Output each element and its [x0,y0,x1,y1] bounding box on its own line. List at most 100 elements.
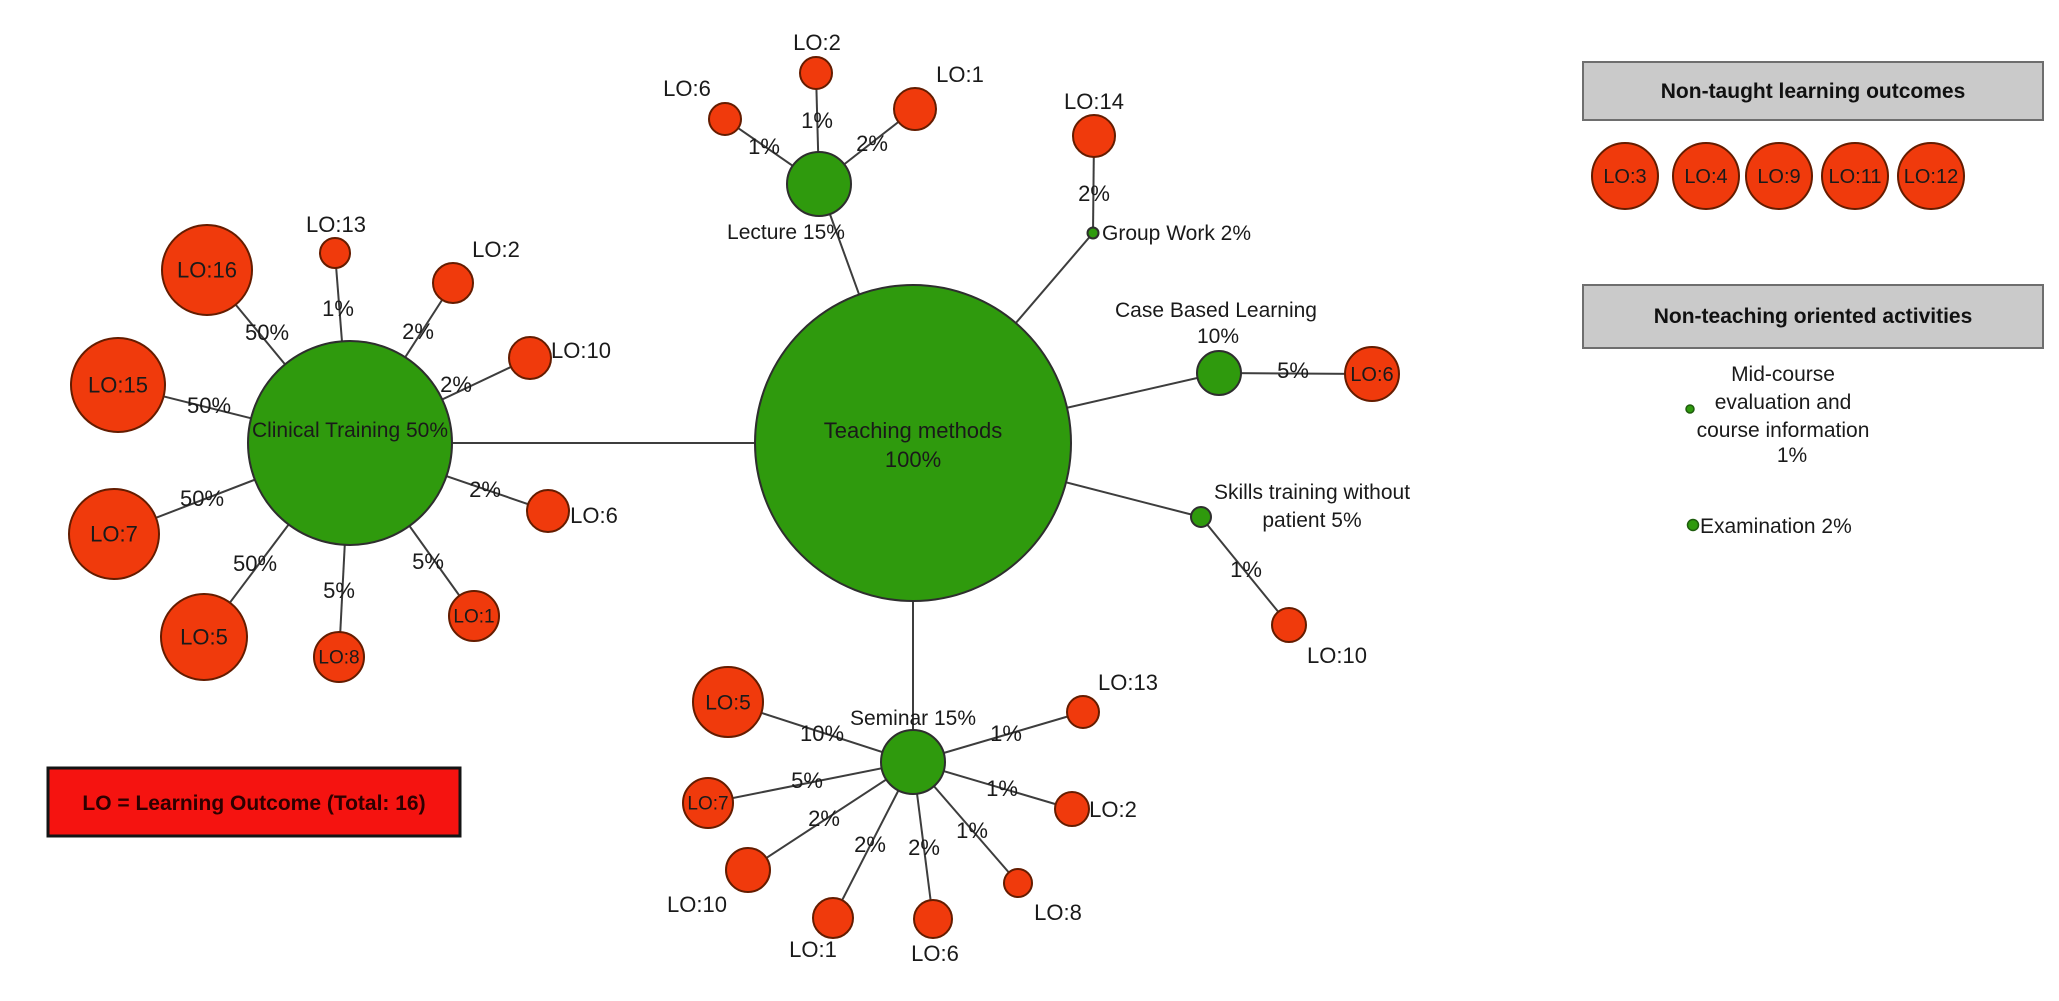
examination: Examination 2% [1686,515,1852,538]
lec_lo6-circle [708,102,742,136]
case_based-label-0: Case Based Learning [1115,299,1317,322]
ct_lo2-circle [432,262,474,304]
ct_lo6-circle [526,489,570,533]
lecture-circle [786,151,852,217]
mid-course-evaluation-line-2: course information [1697,419,1870,442]
teaching-label-1: 100% [885,447,941,472]
ct_lo7-label: LO:7 [90,522,138,547]
ct_lo16-circle [161,224,253,316]
non-taught-LO:11-circle [1821,142,1889,210]
teaching-label-0: Teaching methods [824,418,1003,443]
sem_lo1-circle [812,897,854,939]
ct_lo7-pct-label: 50% [180,486,224,511]
nodes-layer [68,56,1400,939]
sem_lo7-pct-label: 5% [791,768,823,793]
case_based-circle [1196,350,1242,396]
edge-seminar-sem_lo7 [707,761,914,804]
sem_lo1-label: LO:1 [789,937,837,962]
ct_lo13-pct-label: 1% [322,296,354,321]
ct_lo10-circle [508,336,552,380]
seminar-label-0: Seminar 15% [850,707,976,730]
ct_lo8-label: LO:8 [318,648,359,669]
ct_lo10-pct-label: 2% [440,372,472,397]
sem_lo7-circle [682,777,734,829]
ct_lo6-label: LO:6 [570,503,618,528]
examination-dot [1686,518,1700,532]
sem_lo13-circle [1066,695,1100,729]
sk_lo10-label: LO:10 [1307,643,1367,668]
lec_lo2-circle [799,56,833,90]
edge-skills-sk_lo10 [1200,516,1290,626]
non-taught-panel: Non-taught learning outcomes LO:3 LO:4 LO:… [1582,61,2044,210]
ct_lo5-label: LO:5 [180,625,228,650]
sem_lo10-label: LO:10 [667,892,727,917]
sem_lo2-pct-label: 1% [986,776,1018,801]
non-taught-outcomes: LO:3 LO:4 LO:9 LO:11 LO:12 [1591,142,1965,210]
ct_lo2-label: LO:2 [472,237,520,262]
sk_lo10-pct-label: 1% [1230,557,1262,582]
sem_lo6-pct-label: 2% [908,835,940,860]
sem_lo2-label: LO:2 [1089,797,1137,822]
mid-course-evaluation-line-1: evaluation and [1715,391,1852,414]
mid-course-evaluation-dot [1685,404,1695,414]
non-teaching-panel-title: Non-teaching oriented activities [1654,305,1973,328]
cbl_lo6-pct-label: 5% [1277,358,1309,383]
non-taught-LO:11-label: LO:11 [1829,166,1882,188]
ct_lo13-circle [319,237,351,269]
gw_lo14-circle [1072,114,1116,158]
lec_lo2-pct-label: 1% [801,108,833,133]
ct_lo8-circle [313,631,365,683]
ct_lo7-circle [68,488,160,580]
non-taught-LO:9-circle [1745,142,1813,210]
ct_lo13-label: LO:13 [306,212,366,237]
sem_lo6-label: LO:6 [911,941,959,966]
lec_lo6-pct-label: 1% [748,134,780,159]
non-taught-header-box [1582,61,2044,121]
ct_lo16-label: LO:16 [177,258,237,283]
ct_lo15-pct-label: 50% [187,393,231,418]
non-taught-LO:4-circle [1672,142,1740,210]
non-teaching-panel: Non-teaching oriented activities Mid-cou… [1582,284,2044,538]
sem_lo10-pct-label: 2% [808,806,840,831]
ct_lo15-label: LO:15 [88,373,148,398]
lecture-label-0: Lecture 15% [727,221,845,244]
sem_lo5-label: LO:5 [705,691,751,714]
mid-course-evaluation-line-0: Mid-course [1731,363,1835,386]
clinical-circle [247,340,453,546]
ct_lo10-label: LO:10 [551,338,611,363]
group_work-circle [1086,226,1100,240]
legend: LO = Learning Outcome (Total: 16) [46,766,462,838]
non-teaching-activities: Mid-course evaluation and course informati… [1685,363,1870,538]
non-taught-LO:9-label: LO:9 [1757,166,1800,188]
skills-circle [1190,506,1212,528]
cbl_lo6-circle [1344,346,1400,402]
ct_lo15-circle [70,337,166,433]
examination-line-0: Examination 2% [1700,515,1852,538]
lec_lo1-label: LO:1 [936,62,984,87]
gw_lo14-label: LO:14 [1064,89,1124,114]
lec_lo6-label: LO:6 [663,76,711,101]
legend-text: LO = Learning Outcome (Total: 16) [82,792,425,815]
ct_lo8-pct-label: 5% [323,578,355,603]
non-taught-panel-title: Non-taught learning outcomes [1661,80,1966,103]
ct_lo1-label: LO:1 [453,607,494,628]
lec_lo2-label: LO:2 [793,30,841,55]
legend-box [46,766,462,838]
clinical-label-0: Clinical Training 50% [252,419,448,442]
cbl_lo6-label: LO:6 [1350,364,1393,386]
sem_lo1-pct-label: 2% [854,832,886,857]
non-taught-LO:3-label: LO:3 [1603,166,1646,188]
lec_lo1-circle [893,87,937,131]
sem_lo8-label: LO:8 [1034,900,1082,925]
non-taught-LO:3-circle [1591,142,1659,210]
gw_lo14-pct-label: 2% [1078,181,1110,206]
sem_lo5-circle [692,666,764,738]
seminar-circle [880,729,946,795]
group_work-label-0: Group Work 2% [1102,222,1251,245]
ct_lo1-pct-label: 5% [412,549,444,574]
ct_lo2-pct-label: 2% [402,319,434,344]
lec_lo1-pct-label: 2% [856,131,888,156]
non-taught-LO:12-circle [1897,142,1965,210]
sem_lo10-circle [725,847,771,893]
